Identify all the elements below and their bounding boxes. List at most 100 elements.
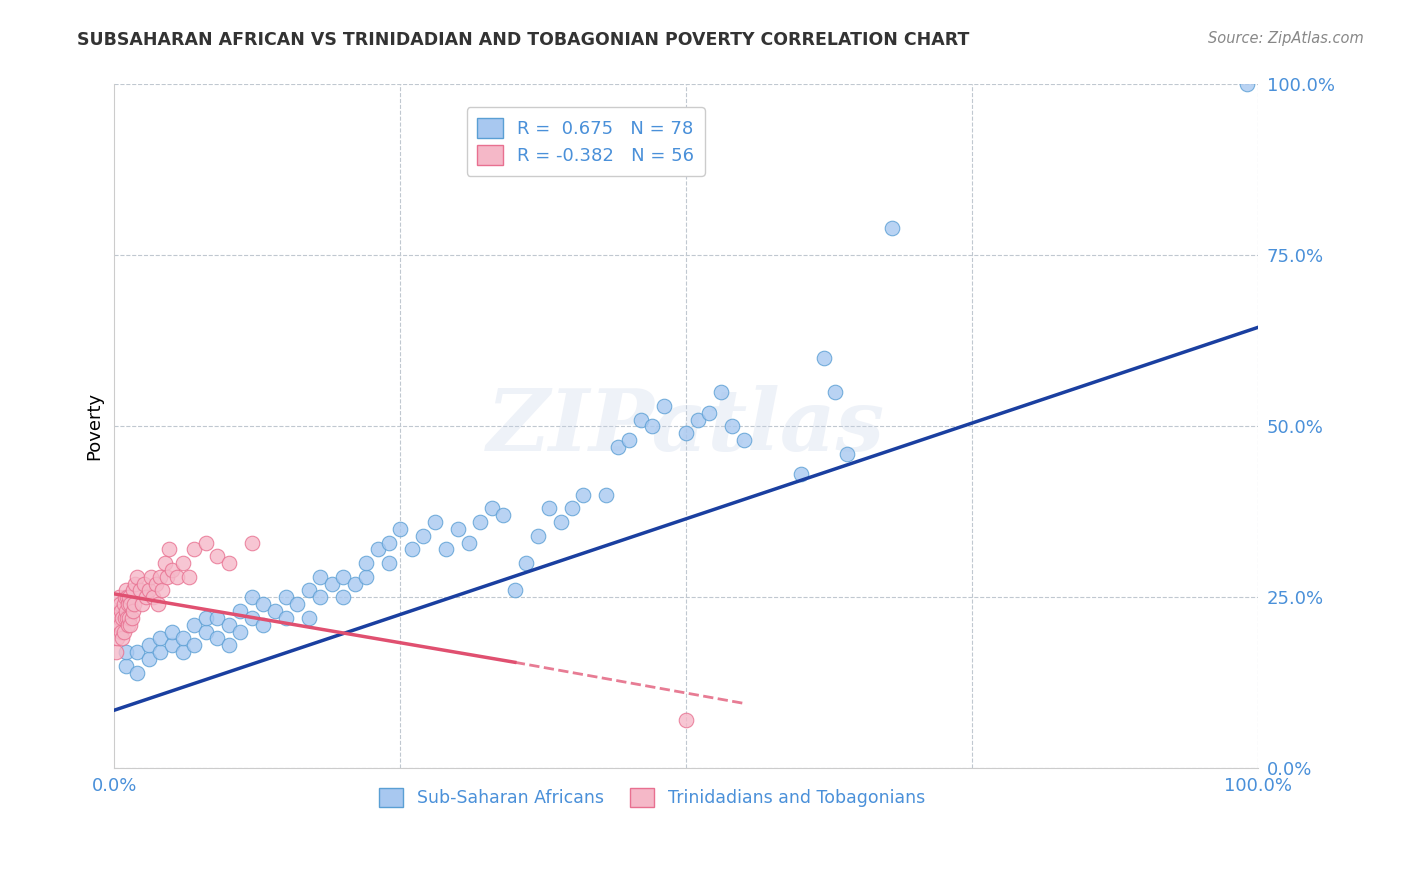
- Point: [630, 412, 652, 426]
- Point: [128, 583, 150, 598]
- Point: [118, 611, 141, 625]
- Y-axis label: Poverty: Poverty: [86, 392, 103, 460]
- Point: [378, 556, 401, 570]
- Point: [686, 412, 709, 426]
- Point: [145, 576, 167, 591]
- Point: [481, 501, 503, 516]
- Point: [156, 570, 179, 584]
- Point: [882, 221, 904, 235]
- Point: [121, 583, 143, 598]
- Point: [194, 535, 217, 549]
- Point: [240, 611, 263, 625]
- Point: [835, 447, 858, 461]
- Point: [412, 529, 434, 543]
- Point: [824, 385, 846, 400]
- Point: [561, 501, 583, 516]
- Point: [697, 406, 720, 420]
- Point: [194, 624, 217, 639]
- Point: [207, 632, 229, 646]
- Point: [298, 583, 321, 598]
- Point: [149, 645, 172, 659]
- Text: SUBSAHARAN AFRICAN VS TRINIDADIAN AND TOBAGONIAN POVERTY CORRELATION CHART: SUBSAHARAN AFRICAN VS TRINIDADIAN AND TO…: [77, 31, 970, 49]
- Point: [675, 714, 697, 728]
- Point: [121, 611, 143, 625]
- Point: [127, 570, 149, 584]
- Point: [107, 617, 129, 632]
- Point: [194, 611, 217, 625]
- Point: [153, 556, 176, 570]
- Point: [127, 665, 149, 680]
- Point: [389, 522, 412, 536]
- Point: [240, 535, 263, 549]
- Point: [263, 604, 285, 618]
- Point: [321, 576, 343, 591]
- Point: [160, 638, 183, 652]
- Point: [115, 591, 138, 605]
- Text: ZIPatlas: ZIPatlas: [488, 384, 886, 468]
- Point: [446, 522, 468, 536]
- Point: [526, 529, 548, 543]
- Point: [111, 611, 134, 625]
- Point: [207, 611, 229, 625]
- Point: [434, 542, 457, 557]
- Legend: Sub-Saharan Africans, Trinidadians and Tobagonians: Sub-Saharan Africans, Trinidadians and T…: [371, 781, 932, 814]
- Point: [172, 556, 194, 570]
- Point: [110, 604, 132, 618]
- Point: [114, 591, 136, 605]
- Point: [138, 652, 160, 666]
- Point: [115, 658, 138, 673]
- Point: [108, 611, 131, 625]
- Point: [138, 583, 160, 598]
- Point: [111, 632, 134, 646]
- Point: [149, 570, 172, 584]
- Point: [120, 597, 142, 611]
- Point: [138, 638, 160, 652]
- Point: [550, 515, 572, 529]
- Point: [114, 611, 136, 625]
- Point: [115, 611, 138, 625]
- Point: [423, 515, 446, 529]
- Point: [112, 597, 135, 611]
- Point: [218, 556, 240, 570]
- Point: [710, 385, 733, 400]
- Point: [131, 597, 153, 611]
- Point: [172, 645, 194, 659]
- Point: [652, 399, 675, 413]
- Point: [127, 645, 149, 659]
- Point: [135, 591, 157, 605]
- Point: [134, 576, 156, 591]
- Point: [107, 604, 129, 618]
- Point: [240, 591, 263, 605]
- Point: [183, 617, 205, 632]
- Point: [112, 624, 135, 639]
- Point: [115, 604, 138, 618]
- Point: [572, 488, 595, 502]
- Point: [166, 570, 188, 584]
- Point: [721, 419, 744, 434]
- Point: [152, 583, 174, 598]
- Point: [309, 591, 332, 605]
- Point: [105, 632, 128, 646]
- Point: [401, 542, 423, 557]
- Point: [142, 591, 165, 605]
- Point: [229, 624, 252, 639]
- Point: [492, 508, 515, 523]
- Point: [157, 542, 180, 557]
- Point: [378, 535, 401, 549]
- Point: [332, 570, 354, 584]
- Point: [274, 591, 297, 605]
- Point: [118, 591, 141, 605]
- Point: [121, 604, 143, 618]
- Point: [367, 542, 389, 557]
- Point: [470, 515, 492, 529]
- Point: [790, 467, 813, 482]
- Point: [813, 351, 835, 365]
- Point: [160, 563, 183, 577]
- Point: [160, 624, 183, 639]
- Point: [274, 611, 297, 625]
- Point: [675, 426, 697, 441]
- Point: [172, 632, 194, 646]
- Point: [252, 597, 274, 611]
- Point: [309, 570, 332, 584]
- Point: [183, 638, 205, 652]
